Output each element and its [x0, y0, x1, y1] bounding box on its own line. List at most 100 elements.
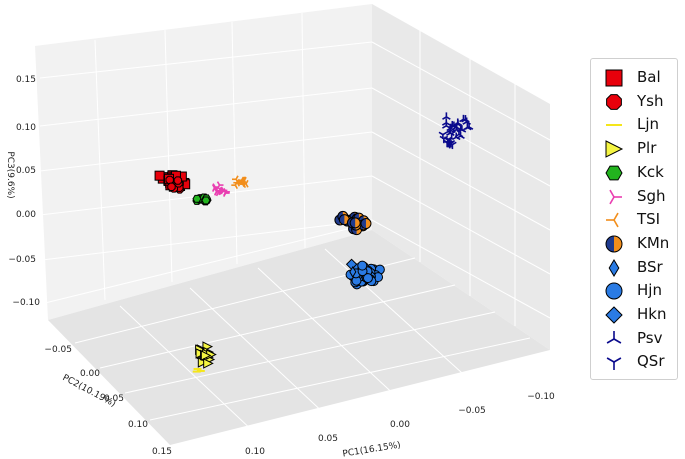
grid-line [301, 12, 306, 249]
grid-line [39, 41, 373, 79]
legend-marker-hkn [605, 306, 623, 324]
point-ysh [165, 175, 174, 185]
z-tick-label: 0.00 [16, 210, 36, 220]
point-qsr [444, 136, 453, 144]
point-sgh [216, 181, 224, 189]
y-tick-label: 0.15 [152, 447, 172, 457]
cluster-bsr [349, 265, 357, 278]
legend-item-qsr: QSr [591, 351, 679, 373]
point-hjn [357, 260, 368, 271]
point-psv [461, 115, 470, 123]
point-bal [154, 170, 165, 181]
legend-label: Kck [637, 162, 664, 181]
legend-label: Ysh [637, 91, 664, 110]
legend-marker-qsr [606, 357, 622, 371]
y-tick-label: 0.05 [104, 394, 124, 404]
z-tick-label: 0.10 [16, 123, 36, 133]
point-psv [442, 112, 451, 120]
legend-item-psv: Psv [591, 328, 679, 350]
grid-line [119, 305, 256, 434]
grid-line [371, 41, 551, 141]
grid-line [149, 337, 531, 421]
legend-label: Plr [637, 139, 657, 158]
point-plr [197, 357, 209, 368]
grid-line [94, 39, 106, 301]
legend-item-hkn: Hkn [591, 304, 679, 326]
grid-line [99, 284, 456, 369]
legend-item-hjn: Hjn [591, 280, 679, 302]
legend-label: Hjn [637, 281, 662, 300]
point-kck [192, 194, 202, 203]
grid-line [44, 222, 373, 304]
x-tick-label: −0.05 [458, 406, 486, 416]
axis-panes [35, 4, 550, 445]
x-tick-label: 0.10 [245, 447, 265, 457]
legend-item-sgh: Sgh [591, 186, 679, 208]
x-axis-label: PC1(16.15%) [342, 440, 402, 459]
legend-marker-kmn [605, 235, 623, 253]
grid-line [41, 219, 373, 261]
legend-label: Psv [637, 328, 663, 347]
grid-line [39, 131, 373, 172]
point-sgh [214, 187, 221, 196]
cluster-psv [441, 112, 474, 141]
back-pane [35, 4, 372, 320]
legend-item-plr: Plr [591, 138, 679, 160]
point-plr [200, 350, 212, 361]
point-psv [447, 120, 457, 129]
grid-line [371, 219, 551, 319]
legend-label: TSI [637, 210, 661, 229]
x-tick-label: −0.10 [527, 392, 555, 402]
cluster-plr [195, 341, 217, 369]
legend-marker-bsr [608, 258, 620, 277]
z-tick-label: 0.15 [16, 75, 36, 85]
point-kck [201, 196, 211, 205]
x-tick-label: 0.00 [390, 420, 410, 430]
point-psv [453, 118, 463, 126]
grid-line [257, 267, 401, 401]
floor-pane [48, 230, 550, 445]
legend-item-ljn: Ljn [591, 114, 679, 136]
point-psv [454, 129, 464, 138]
point-kmn [360, 218, 372, 230]
cluster-ljn [192, 367, 205, 373]
point-kmn [349, 217, 361, 229]
tick-labels: 0.10 0.05 0.00 −0.05 −0.10 −0.05 0.00 0.… [8, 75, 555, 457]
point-ysh [167, 182, 176, 192]
point-plr [203, 358, 214, 369]
cluster-kmn [334, 210, 372, 236]
cluster-tsi [231, 175, 249, 190]
grid-line [189, 287, 329, 418]
data-points [154, 112, 474, 373]
z-tick-label: −0.05 [8, 255, 36, 265]
legend-label: KMn [637, 233, 670, 252]
legend-marker-kck [605, 165, 623, 181]
legend-marker-sgh [609, 189, 622, 204]
y-tick-label: 0.00 [80, 369, 100, 379]
legend-item-bal: Bal [591, 67, 679, 89]
point-sgh [222, 189, 230, 197]
side-pane [372, 4, 550, 350]
grid-line [124, 311, 496, 394]
cluster-sgh [211, 181, 230, 197]
legend-marker-bal [605, 69, 623, 87]
grid-line [39, 87, 373, 127]
cluster-ysh [165, 175, 184, 194]
legend: Bal Ysh Ljn Plr Kck Sgh TSI KMn BSr Hjn Hkn Psv QSr [590, 58, 678, 380]
legend-marker-plr [605, 140, 624, 158]
cluster-kck [192, 193, 212, 206]
legend-label: Ljn [637, 115, 660, 134]
legend-marker-tsi [606, 212, 619, 228]
z-tick-label: −0.10 [12, 298, 40, 308]
legend-item-kmn: KMn [591, 233, 679, 255]
legend-item-ysh: Ysh [591, 91, 679, 113]
legend-item-tsi: TSI [591, 209, 679, 231]
legend-item-kck: Kck [591, 162, 679, 184]
point-hjn [362, 273, 373, 284]
grid-line [371, 175, 551, 275]
y-tick-label: −0.05 [44, 345, 72, 355]
x-tick-label: 0.05 [318, 434, 338, 444]
point-tsi [238, 179, 245, 188]
point-qsr [438, 131, 448, 140]
legend-marker-ysh [606, 93, 622, 110]
